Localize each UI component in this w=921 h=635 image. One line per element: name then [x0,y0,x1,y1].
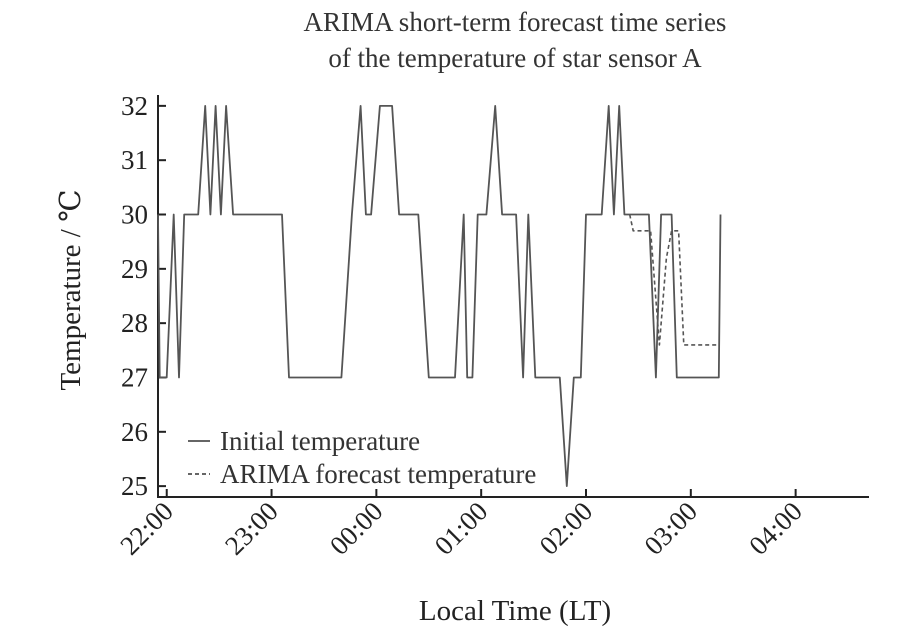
y-tick-label: 30 [121,200,148,230]
legend-label-initial: Initial temperature [220,426,420,456]
x-tick-label: 23:00 [219,496,284,561]
series-line-initial-temperature [157,105,722,487]
x-axis-title: Local Time (LT) [419,595,611,627]
y-ticks: 25 26 27 28 29 30 31 32 [121,91,166,501]
y-tick-label: 26 [121,417,148,447]
y-tick-label: 31 [121,145,148,175]
x-tick-label: 02:00 [534,496,599,561]
y-tick-label: 25 [121,471,148,501]
y-tick-label: 29 [121,254,148,284]
x-tick-label: 01:00 [429,496,494,561]
x-tick-label: 22:00 [114,496,179,561]
series-line-arima-forecast [628,214,719,346]
x-ticks: 22:00 23:00 00:00 01:00 02:00 03:00 04:00 [114,489,808,561]
chart-title-line-2: of the temperature of star sensor A [328,43,702,73]
series-layer [157,105,722,487]
chart-title-line-1: ARIMA short-term forecast time series [304,7,727,37]
y-tick-label: 27 [121,362,148,392]
x-tick-label: 04:00 [743,496,808,561]
legend: Initial temperature ARIMA forecast tempe… [188,426,536,489]
legend-label-forecast: ARIMA forecast temperature [220,459,536,489]
y-tick-label: 32 [121,91,148,121]
y-axis-title: Temperature / ℃ [55,189,87,390]
x-tick-label: 03:00 [638,496,703,561]
x-tick-label: 00:00 [324,496,389,561]
y-tick-label: 28 [121,308,148,338]
